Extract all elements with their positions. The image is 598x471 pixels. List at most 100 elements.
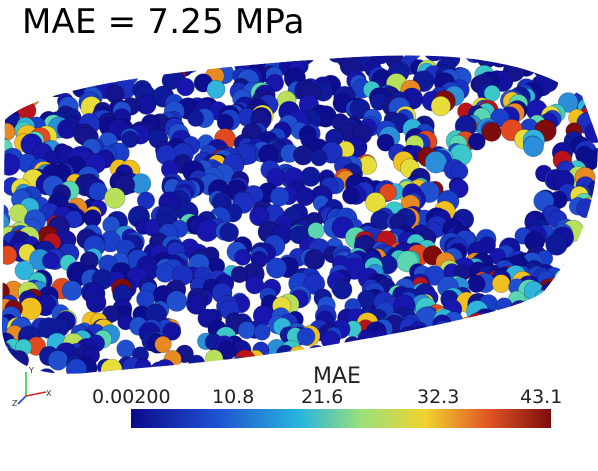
axis-y-label: Y (28, 366, 34, 375)
particle (564, 300, 582, 319)
particle (66, 65, 87, 86)
particle (430, 95, 451, 117)
particle (453, 358, 472, 374)
particle (554, 357, 573, 374)
particle (553, 325, 576, 349)
particle (61, 280, 83, 301)
particle (556, 362, 576, 374)
particle (410, 325, 431, 346)
particle (131, 55, 154, 78)
particle (276, 344, 295, 363)
particle (214, 55, 235, 70)
particle (559, 309, 578, 328)
particle (578, 275, 597, 294)
particle (486, 348, 509, 371)
particle (46, 55, 69, 63)
particle (177, 365, 200, 374)
particle (520, 333, 541, 355)
particle (4, 55, 26, 74)
particle (540, 344, 558, 362)
particle (149, 361, 171, 374)
particle (263, 361, 283, 374)
particle (2, 82, 12, 105)
particle (563, 336, 583, 356)
particle (425, 337, 444, 356)
particle (581, 259, 598, 279)
particle (539, 304, 559, 324)
particle (13, 66, 34, 87)
particle (41, 74, 63, 97)
particle (564, 60, 582, 78)
particle (421, 364, 439, 374)
particle (238, 366, 255, 374)
particle (556, 273, 576, 293)
particle (2, 55, 13, 62)
particle (466, 312, 489, 335)
particle (372, 344, 392, 364)
particle (85, 292, 107, 313)
particle (467, 274, 486, 293)
particle (206, 79, 226, 99)
particle (467, 352, 489, 374)
particle (153, 55, 175, 75)
particle (445, 359, 468, 374)
particle (576, 198, 597, 219)
particle (389, 345, 408, 364)
particle (504, 337, 524, 356)
particle (559, 272, 578, 290)
particle (572, 295, 595, 318)
particle (469, 55, 487, 63)
particle (566, 338, 586, 358)
particle (358, 347, 380, 369)
particle (528, 308, 550, 330)
particle (100, 358, 123, 374)
particle (408, 321, 429, 342)
particle (394, 331, 413, 350)
particle (228, 55, 249, 68)
particle (427, 329, 448, 350)
colorbar-title: MAE (313, 364, 361, 389)
particle (549, 55, 568, 61)
particle (426, 339, 447, 360)
particle (575, 365, 594, 374)
particle (2, 84, 17, 105)
particle (582, 369, 598, 374)
particle (370, 329, 389, 347)
particle (41, 73, 60, 91)
particle (370, 356, 393, 374)
particle (527, 350, 550, 373)
particle (561, 62, 584, 86)
particle (104, 187, 126, 209)
particle (82, 57, 104, 78)
particle (537, 322, 557, 342)
particle (249, 206, 270, 227)
particle (304, 249, 326, 271)
particle (484, 346, 505, 367)
particle (406, 338, 426, 358)
particle (587, 55, 598, 73)
particle (303, 272, 326, 295)
particle (173, 55, 195, 71)
particle (2, 360, 12, 374)
particle (560, 267, 577, 285)
particle (561, 57, 581, 77)
particle (270, 55, 288, 59)
particle (56, 55, 74, 71)
particle (12, 85, 32, 105)
particle (2, 94, 15, 116)
particle (151, 55, 173, 75)
particle (342, 186, 360, 205)
particle (561, 260, 582, 280)
particle (566, 260, 586, 280)
particle (538, 359, 560, 374)
particle (168, 369, 188, 374)
particle (372, 55, 390, 65)
particle (454, 353, 472, 371)
particle (584, 345, 598, 363)
particle (532, 56, 555, 79)
particle (587, 218, 598, 239)
particle (450, 162, 469, 181)
particle (265, 364, 283, 374)
particle (413, 363, 434, 374)
